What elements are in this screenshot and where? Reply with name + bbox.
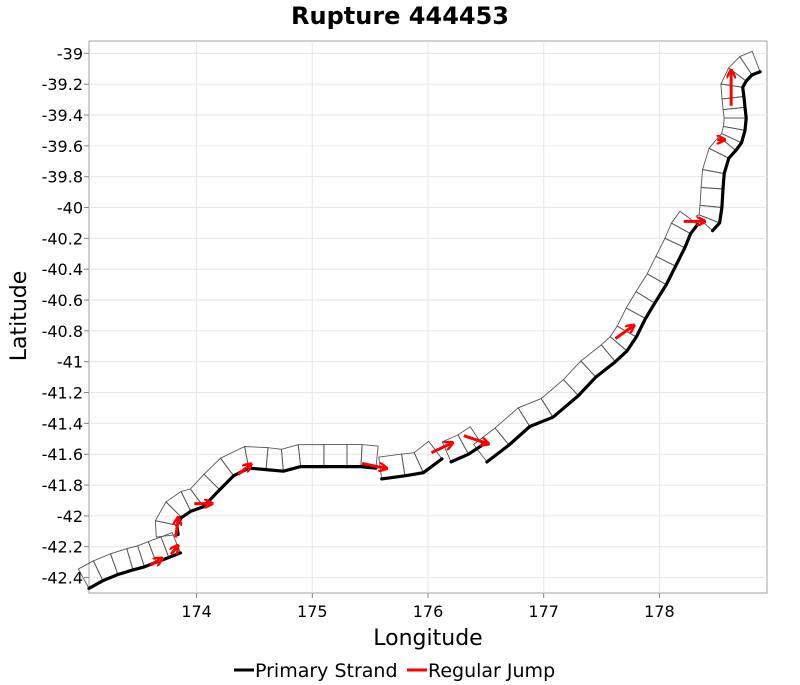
x-tick-label: 176 — [413, 602, 444, 621]
y-tick-label: -42 — [57, 507, 83, 526]
x-tick-label: 175 — [297, 602, 328, 621]
y-tick-label: -40 — [57, 199, 83, 218]
y-axis-ticks: -39 -39.2 -39.4 -39.6 -39.8 -40 -40.2 -40.4 -40.… — [42, 44, 89, 588]
y-tick-label: -41.2 — [42, 384, 83, 403]
regular-jump-arrow — [237, 465, 250, 476]
regular-jump-series — [149, 72, 731, 565]
primary-strand-line — [380, 457, 444, 481]
y-tick-label: -40.6 — [42, 291, 83, 310]
y-tick-label: -39.6 — [42, 137, 83, 156]
primary-strand-line — [710, 70, 762, 233]
x-axis-label: Longitude — [373, 626, 482, 651]
x-tick-label: 174 — [181, 602, 212, 621]
regular-jump-arrow — [430, 443, 451, 455]
x-tick-label: 177 — [528, 602, 559, 621]
grid — [89, 41, 767, 593]
y-tick-label: -41.6 — [42, 445, 83, 464]
primary-strand-line — [449, 443, 484, 464]
regular-jump-arrow — [614, 326, 632, 340]
legend: Primary Strand Regular Jump — [234, 660, 555, 682]
y-tick-label: -39.2 — [42, 75, 83, 94]
regular-jump-arrow — [361, 462, 385, 468]
y-tick-label: -42.2 — [42, 538, 83, 557]
y-tick-label: -42.4 — [42, 569, 83, 588]
y-tick-label: -39.8 — [42, 168, 83, 187]
y-tick-label: -40.2 — [42, 229, 83, 248]
y-tick-label: -41.4 — [42, 414, 83, 433]
y-tick-label: -39 — [57, 44, 83, 63]
chart-title: Rupture 444453 — [291, 2, 509, 30]
regular-jump-arrow — [463, 434, 487, 444]
y-tick-label: -40.8 — [42, 322, 83, 341]
regular-jump-arrow — [171, 547, 177, 556]
x-axis-ticks: 174 175 176 177 178 — [181, 593, 675, 621]
y-tick-label: -39.4 — [42, 106, 83, 125]
legend-label-primary: Primary Strand — [255, 660, 398, 682]
regular-jump-arrow — [176, 519, 178, 538]
legend-label-jump: Regular Jump — [428, 660, 555, 682]
primary-strand-line — [485, 222, 700, 464]
x-tick-label: 178 — [644, 602, 675, 621]
y-tick-label: -40.4 — [42, 260, 83, 279]
primary-strand-line — [87, 551, 182, 591]
regular-jump-arrow — [149, 559, 160, 565]
y-tick-label: -41.8 — [42, 476, 83, 495]
y-axis-label: Latitude — [7, 271, 32, 362]
y-tick-label: -41 — [57, 353, 83, 372]
